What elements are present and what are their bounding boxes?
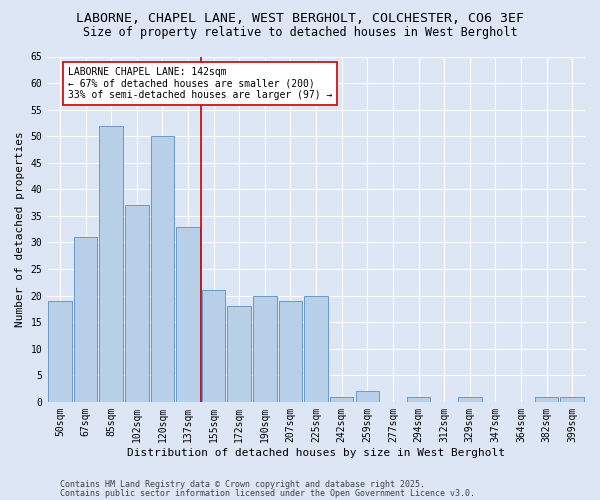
- Bar: [356, 391, 379, 402]
- Bar: [151, 136, 174, 402]
- Text: LABORNE CHAPEL LANE: 142sqm
← 67% of detached houses are smaller (200)
33% of se: LABORNE CHAPEL LANE: 142sqm ← 67% of det…: [68, 67, 332, 100]
- Text: Contains public sector information licensed under the Open Government Licence v3: Contains public sector information licen…: [60, 488, 475, 498]
- Bar: [125, 206, 149, 402]
- Bar: [407, 396, 430, 402]
- Bar: [100, 126, 123, 402]
- X-axis label: Distribution of detached houses by size in West Bergholt: Distribution of detached houses by size …: [127, 448, 505, 458]
- Bar: [304, 296, 328, 402]
- Bar: [48, 301, 72, 402]
- Bar: [176, 226, 200, 402]
- Text: Contains HM Land Registry data © Crown copyright and database right 2025.: Contains HM Land Registry data © Crown c…: [60, 480, 425, 489]
- Bar: [74, 237, 97, 402]
- Bar: [458, 396, 482, 402]
- Bar: [202, 290, 226, 402]
- Bar: [535, 396, 559, 402]
- Bar: [253, 296, 277, 402]
- Text: LABORNE, CHAPEL LANE, WEST BERGHOLT, COLCHESTER, CO6 3EF: LABORNE, CHAPEL LANE, WEST BERGHOLT, COL…: [76, 12, 524, 26]
- Bar: [560, 396, 584, 402]
- Bar: [227, 306, 251, 402]
- Bar: [330, 396, 353, 402]
- Y-axis label: Number of detached properties: Number of detached properties: [15, 132, 25, 327]
- Bar: [278, 301, 302, 402]
- Text: Size of property relative to detached houses in West Bergholt: Size of property relative to detached ho…: [83, 26, 517, 39]
